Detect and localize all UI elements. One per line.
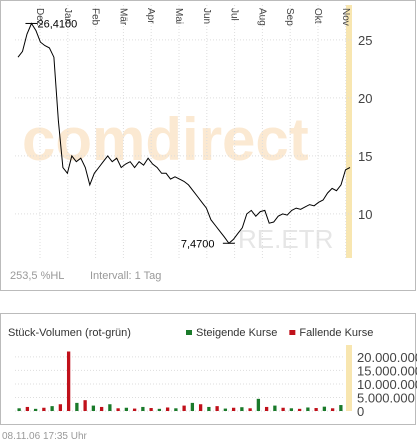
today-band bbox=[346, 345, 352, 411]
symbol: RE.ETR bbox=[238, 224, 333, 254]
watermark: comdirect bbox=[22, 106, 309, 173]
volume-title: Stück-Volumen (rot-grün) bbox=[8, 327, 131, 339]
volume-bar bbox=[165, 407, 170, 411]
volume-bar bbox=[207, 406, 211, 411]
volume-bar bbox=[75, 402, 79, 411]
y-tick-label: 10 bbox=[358, 207, 372, 222]
volume-bar bbox=[42, 407, 46, 411]
volume-bar bbox=[198, 404, 203, 411]
today-band bbox=[346, 5, 352, 258]
volume-bar bbox=[116, 408, 120, 411]
footer: 08.11.06 17:35 Uhr bbox=[2, 431, 88, 442]
x-tick-label: Aug bbox=[256, 8, 267, 26]
legend-swatch bbox=[289, 330, 296, 335]
low-label: 7,4700 bbox=[181, 238, 215, 250]
volume-bar bbox=[223, 408, 228, 411]
volume-bar bbox=[314, 408, 318, 411]
volume-bar bbox=[231, 407, 236, 411]
volume-bar bbox=[83, 400, 87, 411]
x-tick-label: Apr bbox=[145, 8, 156, 24]
volume-bar bbox=[322, 406, 327, 411]
volume-bar bbox=[58, 404, 63, 411]
footer-right: Intervall: 1 Tag bbox=[90, 270, 161, 282]
volume-bar bbox=[289, 408, 294, 411]
legend-label: Steigende Kurse bbox=[196, 327, 277, 339]
y-tick-label: 0 bbox=[357, 404, 364, 419]
volume-bar bbox=[91, 405, 96, 411]
x-tick-label: Jul bbox=[229, 8, 240, 21]
volume-bar bbox=[297, 408, 302, 411]
volume-bar bbox=[157, 408, 162, 411]
volume-bar bbox=[306, 407, 310, 411]
x-tick-label: Okt bbox=[312, 8, 323, 24]
volume-bar bbox=[215, 406, 219, 411]
x-tick-label: Jun bbox=[201, 8, 212, 24]
volume-bar bbox=[190, 402, 195, 411]
x-tick-label: Nov bbox=[340, 8, 351, 26]
x-tick-label: Jan bbox=[62, 8, 73, 24]
footer-left: 253,5 %HL bbox=[10, 270, 64, 282]
volume-bar bbox=[182, 405, 186, 411]
legend-swatch bbox=[186, 330, 192, 335]
volume-bar bbox=[141, 406, 145, 411]
volume-bar bbox=[339, 405, 343, 411]
x-tick-label: Mai bbox=[173, 8, 184, 24]
volume-bar bbox=[264, 406, 269, 411]
volume-bar bbox=[132, 408, 137, 411]
y-tick-label: 10.000.000 bbox=[357, 377, 417, 392]
volume-bar bbox=[33, 408, 38, 411]
volume-bar bbox=[174, 408, 178, 411]
volume-bar bbox=[108, 404, 112, 411]
volume-bar bbox=[66, 351, 71, 411]
volume-bar bbox=[273, 405, 277, 411]
y-tick-label: 25 bbox=[358, 33, 372, 48]
y-tick-label: 5.000.000 bbox=[357, 390, 415, 405]
price-line bbox=[17, 22, 351, 245]
volume-bar bbox=[330, 408, 335, 411]
volume-bar bbox=[99, 406, 104, 411]
legend-label: Fallende Kurse bbox=[299, 327, 373, 339]
high-label: 26,4100 bbox=[37, 18, 77, 30]
volume-bar bbox=[248, 408, 252, 411]
volume-bar bbox=[17, 408, 21, 411]
x-tick-label: Sep bbox=[284, 8, 295, 26]
volume-bar bbox=[50, 406, 54, 411]
y-tick-label: 20.000.000 bbox=[357, 350, 417, 365]
y-tick-label: 15.000.000 bbox=[357, 363, 417, 378]
volume-bar bbox=[256, 398, 261, 411]
y-tick-label: 20 bbox=[358, 91, 372, 106]
x-tick-label: Dez bbox=[34, 8, 45, 26]
volume-bar bbox=[149, 408, 153, 411]
volume-bar bbox=[240, 407, 244, 411]
volume-bar bbox=[25, 406, 30, 411]
volume-bar bbox=[281, 407, 285, 411]
y-tick-label: 15 bbox=[358, 149, 372, 164]
x-tick-label: Feb bbox=[90, 8, 101, 26]
x-tick-label: Mär bbox=[117, 8, 128, 26]
volume-bar bbox=[124, 407, 129, 411]
